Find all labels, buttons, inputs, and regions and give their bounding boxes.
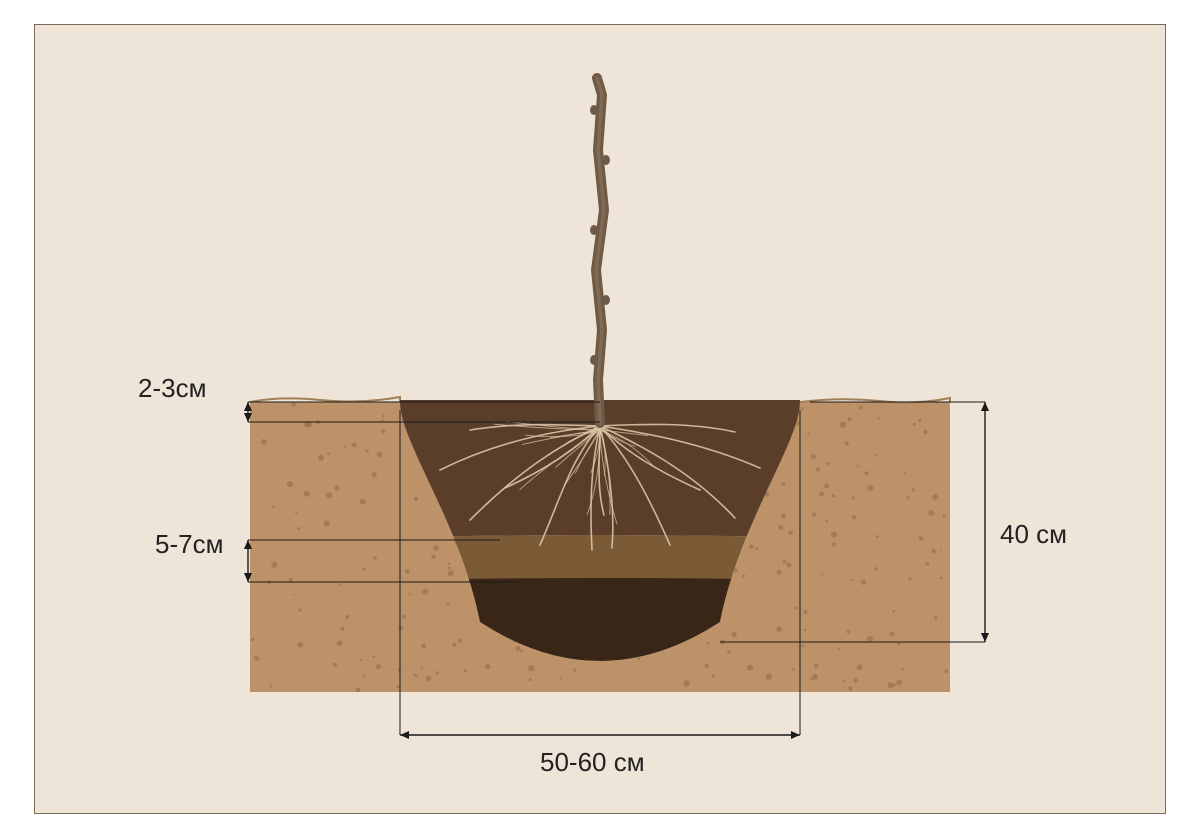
label-bottom-width: 50-60 см bbox=[540, 747, 645, 778]
label-right-height: 40 см bbox=[1000, 519, 1067, 550]
label-top-depth: 2-3см bbox=[138, 373, 206, 404]
label-mid-band: 5-7см bbox=[155, 529, 223, 560]
planting-diagram bbox=[0, 0, 1200, 837]
